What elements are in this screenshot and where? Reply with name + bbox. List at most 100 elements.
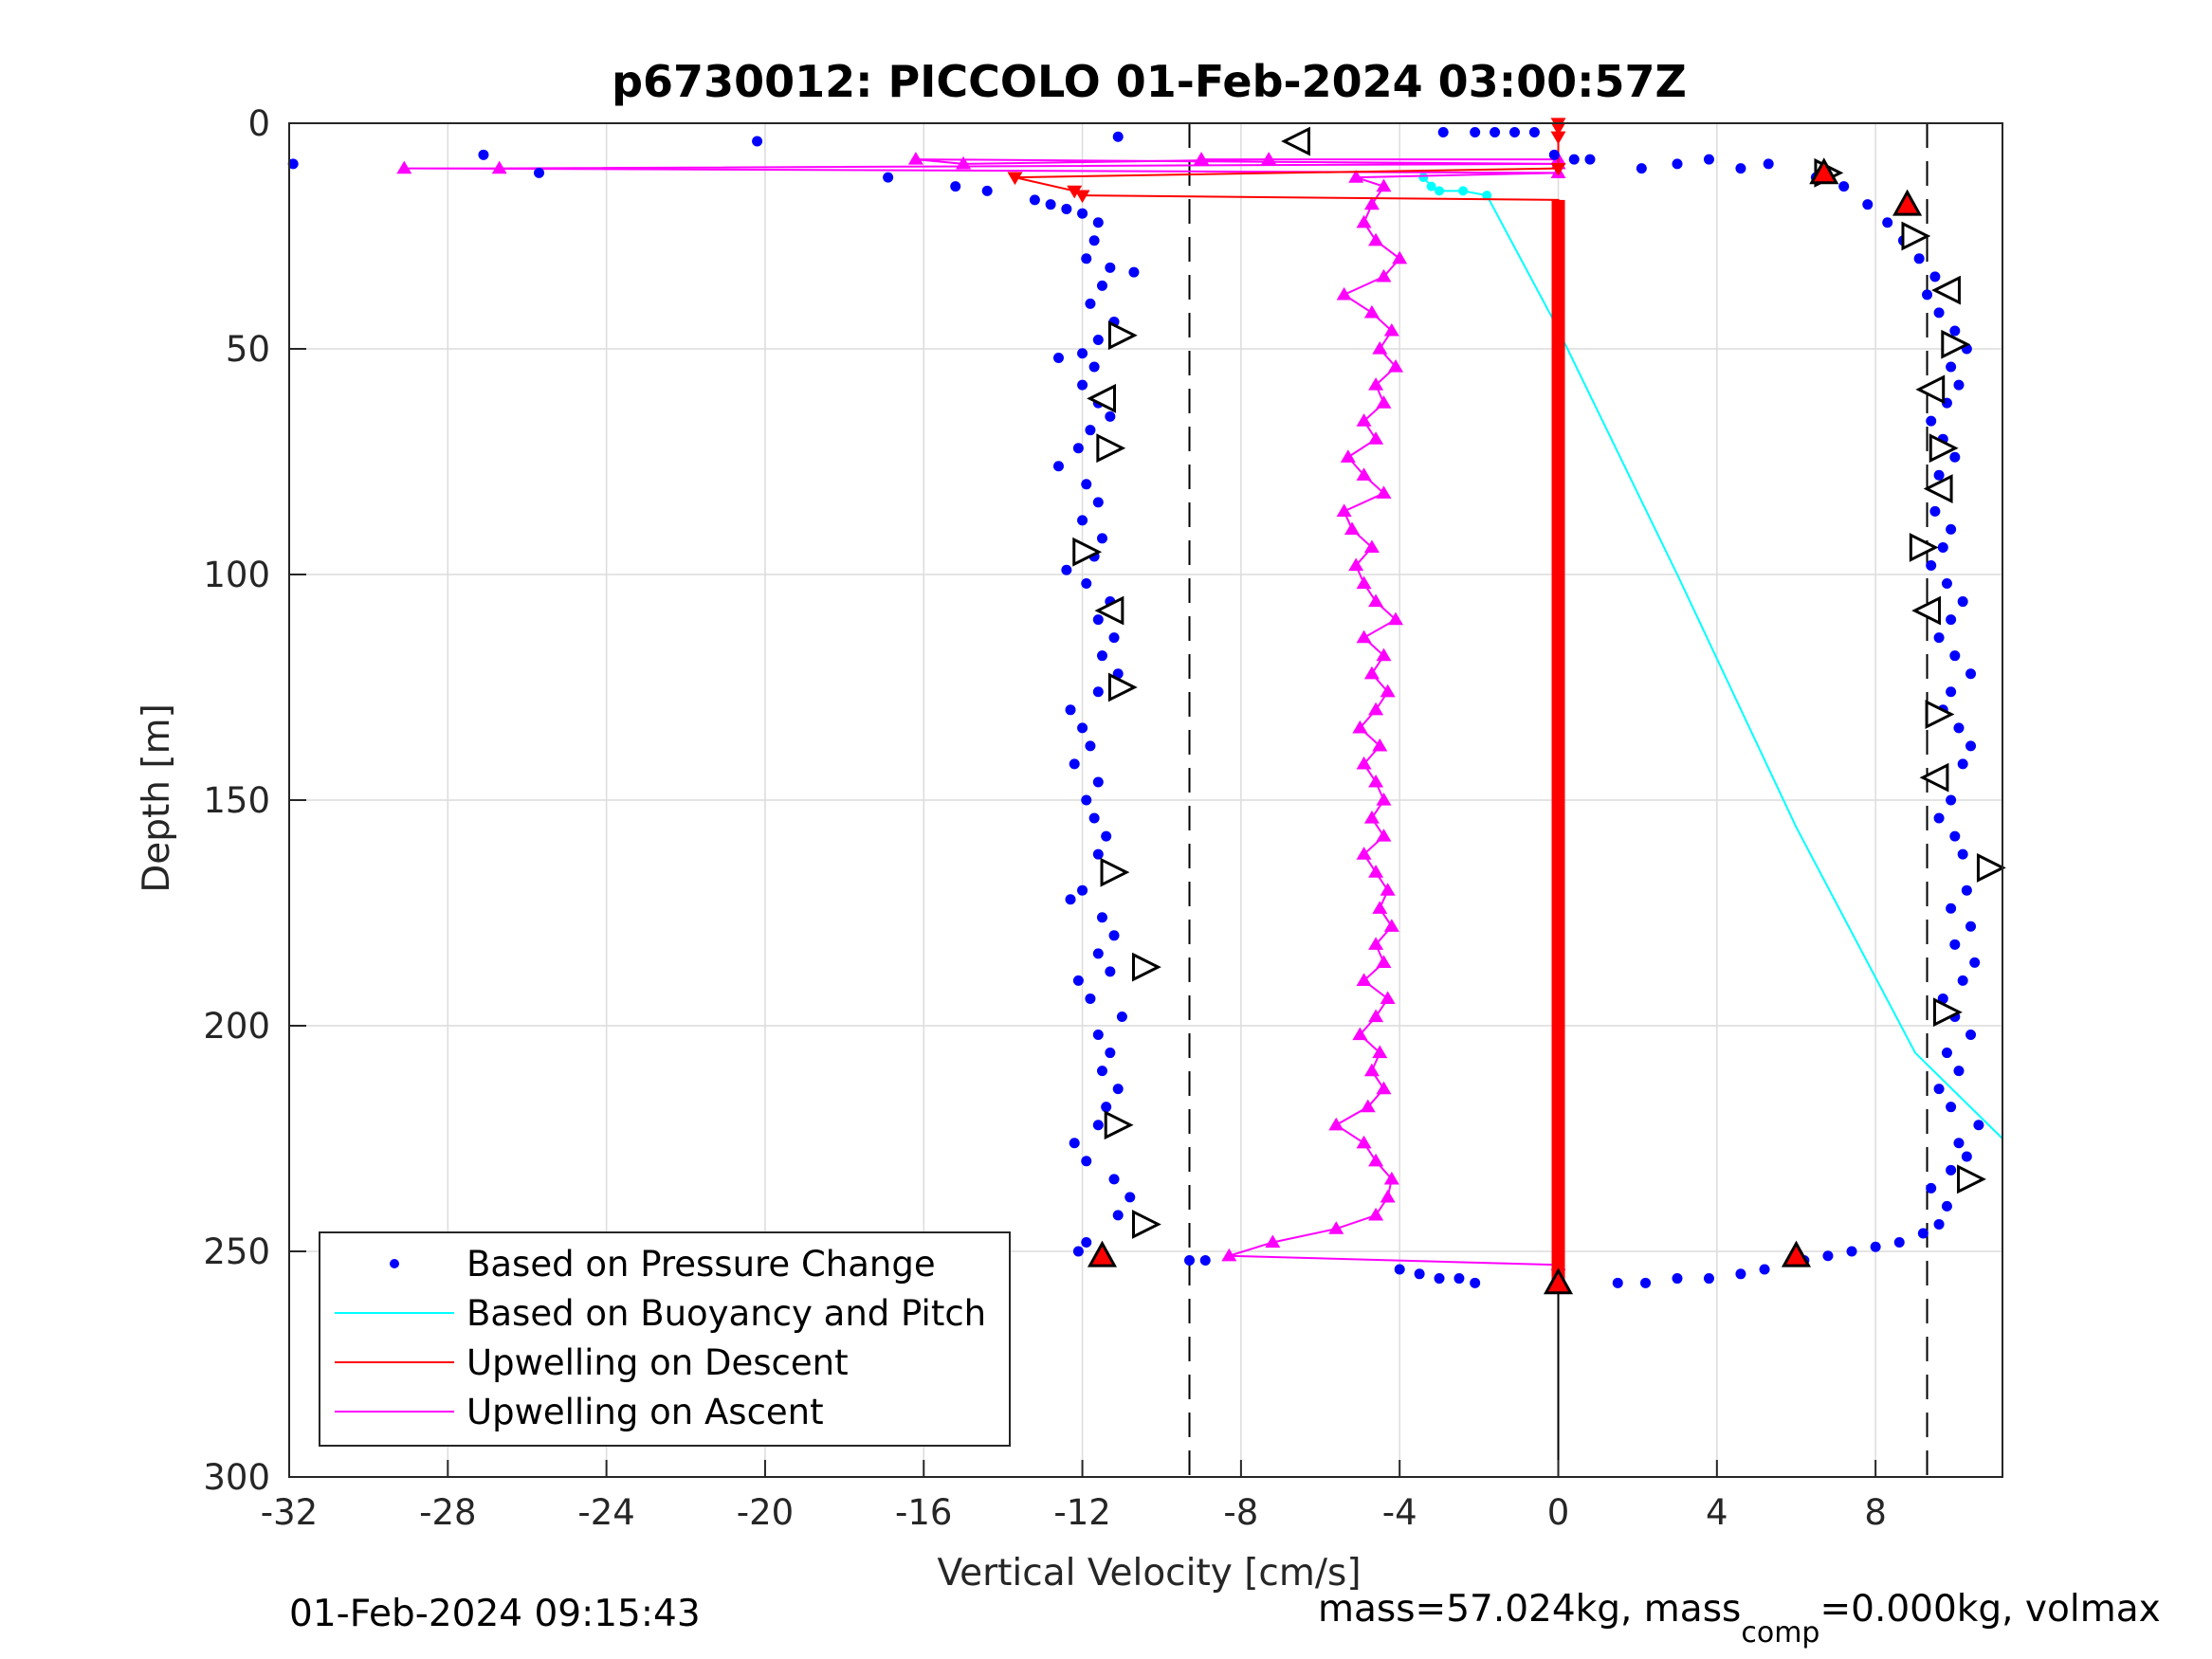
pressure-point — [1946, 794, 1957, 806]
ascent-marker — [1376, 268, 1392, 283]
ascent-marker — [1368, 1009, 1384, 1023]
pressure-point — [1926, 1182, 1937, 1194]
pressure-point — [1961, 884, 1972, 896]
pressure-point — [1096, 533, 1107, 544]
pressure-point — [1085, 993, 1096, 1004]
footer-mass-subscript: comp — [1741, 1616, 1819, 1650]
pressure-point — [1092, 776, 1104, 788]
ascent-marker — [1194, 152, 1210, 165]
pressure-point — [1101, 830, 1112, 842]
pressure-point — [1092, 334, 1104, 345]
pressure-point — [1096, 1066, 1107, 1077]
direction-marker — [1925, 700, 1955, 729]
pressure-point — [1735, 1268, 1746, 1280]
pressure-point — [1490, 127, 1501, 138]
pressure-point — [1108, 1174, 1120, 1185]
ascent-marker — [1356, 756, 1372, 770]
pressure-point — [1184, 1255, 1196, 1267]
pressure-point — [1926, 559, 1937, 571]
pressure-point — [1933, 469, 1945, 481]
pressure-point — [1961, 1151, 1972, 1162]
ascent-marker — [1383, 919, 1399, 932]
ascent-marker — [1265, 1234, 1281, 1249]
pressure-point — [1933, 1218, 1945, 1230]
pressure-point — [1029, 194, 1040, 206]
ascent-marker — [1368, 593, 1384, 608]
pressure-point — [1946, 1164, 1957, 1176]
pressure-point — [1085, 425, 1096, 436]
ascent-marker — [1368, 702, 1384, 716]
axis-ticks: -32 -28 -24 -20 -16 -12 -8 -4 0 4 8 0 50 100 150 200 250… — [203, 103, 1887, 1533]
chart-title: p6730012: PICCOLO 01-Feb-2024 03:00:57Z — [612, 56, 1687, 107]
ascent-marker — [1368, 1153, 1384, 1167]
descent-bar — [1551, 199, 1565, 1284]
pressure-point — [1949, 650, 1961, 662]
ascent-marker — [1360, 1099, 1376, 1113]
pressure-point — [1929, 271, 1941, 283]
pressure-point — [478, 149, 489, 160]
pressure-point — [1092, 1030, 1104, 1041]
pressure-point — [1846, 1246, 1857, 1257]
ascent-marker — [1380, 883, 1396, 896]
ascent-marker — [956, 155, 972, 170]
y-axis-label: Depth [m] — [136, 703, 178, 893]
pressure-point — [1640, 1277, 1652, 1288]
descent-marker — [1074, 190, 1090, 204]
pressure-point — [1105, 966, 1116, 977]
legend-label: Upwelling on Ascent — [466, 1392, 824, 1432]
pressure-point — [981, 185, 993, 196]
pressure-point — [1069, 1138, 1080, 1149]
direction-marker — [1932, 997, 1963, 1028]
x-axis-label: Vertical Velocity [cm/s] — [937, 1552, 1361, 1595]
ascent-marker — [1376, 485, 1392, 499]
pressure-point — [1414, 1268, 1425, 1280]
pressure-point — [1081, 1156, 1092, 1167]
y-tick-label: 300 — [203, 1457, 270, 1498]
direction-marker — [1923, 474, 1953, 503]
footer-mass-suffix: =0.000kg, volmax — [1819, 1588, 2160, 1631]
footer-timestamp: 01-Feb-2024 09:15:43 — [289, 1593, 701, 1635]
pressure-point — [1969, 957, 1981, 968]
pressure-point — [1112, 131, 1124, 142]
ascent-marker — [1340, 449, 1356, 463]
ascent-marker — [1363, 304, 1380, 319]
direction-marker — [1100, 857, 1130, 887]
pressure-point — [1946, 361, 1957, 373]
ascent-marker — [1363, 665, 1380, 680]
pressure-point — [1933, 632, 1945, 644]
pressure-point — [1965, 1030, 1977, 1041]
pressure-point — [1088, 235, 1100, 246]
pressure-point — [1612, 1277, 1623, 1288]
pressure-point — [1838, 181, 1850, 192]
pressure-point — [1052, 461, 1064, 472]
pressure-point — [1953, 379, 1965, 391]
legend: Based on Pressure Change Based on Buoyanc… — [319, 1231, 1011, 1447]
pressure-point — [1946, 1102, 1957, 1113]
pressure-point — [1933, 812, 1945, 824]
pressure-point — [1946, 902, 1957, 914]
x-tick-label: -12 — [1053, 1492, 1110, 1533]
pressure-point — [1077, 379, 1088, 391]
pressure-point — [1052, 353, 1064, 364]
pressure-point — [1092, 497, 1104, 508]
ascent-marker — [1368, 865, 1384, 878]
x-tick-label: -24 — [577, 1492, 634, 1533]
pressure-point — [1703, 154, 1714, 165]
buoyancy-point — [1458, 186, 1469, 196]
ascent-marker — [1363, 196, 1380, 210]
pressure-point — [1072, 443, 1084, 454]
direction-marker — [1929, 433, 1959, 464]
pressure-point — [1108, 930, 1120, 941]
pressure-point — [1112, 1210, 1124, 1221]
pressure-point — [1965, 668, 1977, 680]
buoyancy-point — [1426, 181, 1436, 191]
pressure-point — [1077, 515, 1088, 526]
buoyancy-point — [1482, 191, 1492, 201]
pressure-point — [1929, 505, 1941, 517]
legend-label: Upwelling on Descent — [466, 1342, 849, 1383]
pressure-point — [1092, 614, 1104, 626]
ascent-marker — [1376, 647, 1392, 662]
legend-label: Based on Pressure Change — [466, 1244, 936, 1285]
pressure-point — [1470, 1277, 1481, 1288]
pressure-point — [1092, 217, 1104, 228]
